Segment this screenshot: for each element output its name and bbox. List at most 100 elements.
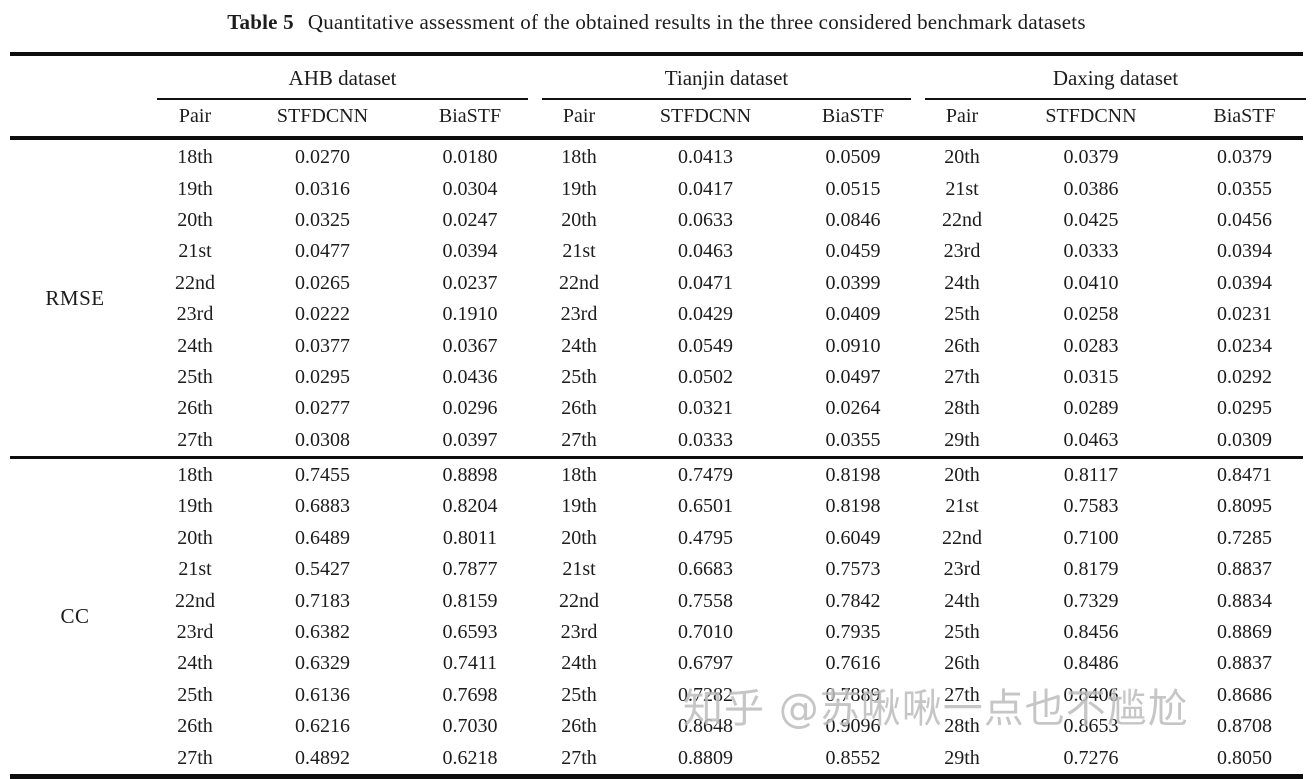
pair-cell: 25th: [177, 365, 213, 388]
value-cell: 0.0377: [295, 334, 350, 357]
section-divider-rule: [10, 455, 1303, 459]
value-cell: 0.0502: [678, 365, 733, 388]
pair-cell: 21st: [562, 558, 596, 581]
value-cell: 0.0436: [442, 365, 498, 388]
value-cell: 0.7455: [295, 464, 350, 487]
table-caption: Table 5 Quantitative assessment of the ob…: [0, 0, 1313, 44]
value-cell: 0.8809: [678, 746, 733, 769]
value-cell: 0.6218: [442, 746, 498, 769]
value-cell: 0.0180: [442, 146, 498, 169]
value-cell: 0.7842: [825, 589, 881, 612]
value-cell: 0.6329: [295, 652, 350, 675]
value-cell: 0.8552: [825, 746, 881, 769]
value-cell: 0.0289: [1063, 397, 1119, 420]
value-cell: 0.0386: [1063, 177, 1119, 200]
value-cell: 0.0295: [295, 365, 350, 388]
value-cell: 0.7889: [825, 683, 881, 706]
value-cell: 0.0325: [295, 208, 350, 231]
pair-cell: 22nd: [559, 271, 599, 294]
value-cell: 0.8708: [1217, 715, 1272, 738]
value-cell: 0.0237: [442, 271, 498, 294]
pair-cell: 20th: [561, 208, 597, 231]
value-cell: 0.0549: [678, 334, 733, 357]
value-cell: 0.0459: [825, 240, 881, 263]
value-cell: 0.0397: [442, 428, 498, 451]
pair-cell: 29th: [944, 428, 980, 451]
table-body: RMSE 18th 0.0270 0.0180 18th 0.0413 0.0509 20th…: [0, 142, 1313, 774]
pair-cell: 23rd: [943, 558, 981, 581]
value-cell: 0.0429: [678, 303, 733, 326]
pair-cell: 29th: [944, 746, 980, 769]
value-cell: 0.7183: [295, 589, 350, 612]
pair-cell: 23rd: [176, 303, 214, 326]
col-header-pair: Pair: [178, 105, 212, 127]
pair-cell: 20th: [944, 146, 980, 169]
value-cell: 0.7010: [678, 621, 733, 644]
table-caption-label: Table 5: [227, 10, 294, 34]
header-bottom-rule: [10, 136, 1303, 140]
pair-cell: 27th: [177, 746, 213, 769]
pair-cell: 28th: [944, 715, 980, 738]
value-cell: 0.8198: [825, 495, 881, 518]
value-cell: 0.0367: [442, 334, 498, 357]
pair-cell: 21st: [562, 240, 596, 263]
value-cell: 0.6883: [295, 495, 350, 518]
value-cell: 0.8648: [678, 715, 733, 738]
value-cell: 0.0417: [678, 177, 733, 200]
pair-cell: 27th: [944, 365, 980, 388]
col-header-pair: Pair: [945, 105, 979, 127]
value-cell: 0.0295: [1217, 397, 1272, 420]
value-cell: 0.0234: [1217, 334, 1272, 357]
pair-cell: 19th: [561, 177, 597, 200]
value-cell: 0.0399: [825, 271, 881, 294]
pair-cell: 25th: [177, 683, 213, 706]
value-cell: 0.9096: [825, 715, 881, 738]
section-rmse: RMSE 18th 0.0270 0.0180 18th 0.0413 0.0509 20th…: [0, 142, 1313, 456]
pair-cell: 21st: [178, 558, 212, 581]
pair-cell: 27th: [944, 683, 980, 706]
pair-cell: 24th: [561, 652, 597, 675]
value-cell: 0.0277: [295, 397, 350, 420]
value-cell: 0.7616: [825, 652, 881, 675]
pair-cell: 24th: [177, 652, 213, 675]
pair-cell: 24th: [944, 271, 980, 294]
value-cell: 0.8471: [1217, 464, 1272, 487]
section-cc: CC 18th 0.7455 0.8898 18th 0.7479 0.8198 20th 0.…: [0, 460, 1313, 774]
pair-cell: 23rd: [560, 303, 598, 326]
value-cell: 0.0509: [825, 146, 881, 169]
value-cell: 0.0292: [1217, 365, 1272, 388]
pair-cell: 18th: [177, 146, 213, 169]
metric-column-spacer: [0, 62, 150, 100]
pair-cell: 20th: [177, 208, 213, 231]
value-cell: 0.6382: [295, 621, 350, 644]
col-header-stfdcnn: STFDCNN: [276, 105, 369, 127]
col-header-biastf: BiaSTF: [438, 105, 502, 127]
pair-cell: 26th: [944, 652, 980, 675]
pair-cell: 26th: [177, 397, 213, 420]
pair-cell: 19th: [177, 495, 213, 518]
value-cell: 0.6489: [295, 526, 350, 549]
group-header-tianjin: Tianjin dataset: [542, 62, 911, 100]
col-header-biastf: BiaSTF: [1213, 105, 1276, 127]
table-top-rule: [10, 52, 1303, 56]
col-header-pair: Pair: [562, 105, 596, 127]
value-cell: 0.0410: [1063, 271, 1119, 294]
value-cell: 0.0394: [1217, 240, 1272, 263]
value-cell: 0.0379: [1217, 146, 1272, 169]
value-cell: 0.7877: [442, 558, 498, 581]
value-cell: 0.0355: [1217, 177, 1272, 200]
value-cell: 0.7698: [442, 683, 498, 706]
pair-cell: 22nd: [175, 271, 215, 294]
value-cell: 0.8011: [442, 526, 498, 549]
table-bottom-rule: [10, 773, 1303, 779]
dataset-group-header-row: AHB dataset Tianjin dataset Daxing datas…: [0, 62, 1313, 100]
value-cell: 0.6136: [295, 683, 350, 706]
value-cell: 0.0497: [825, 365, 881, 388]
pair-cell: 18th: [561, 464, 597, 487]
pair-cell: 19th: [177, 177, 213, 200]
value-cell: 0.7558: [678, 589, 733, 612]
pair-cell: 25th: [944, 621, 980, 644]
value-cell: 0.0425: [1063, 208, 1119, 231]
value-cell: 0.0231: [1217, 303, 1272, 326]
value-cell: 0.8406: [1063, 683, 1119, 706]
